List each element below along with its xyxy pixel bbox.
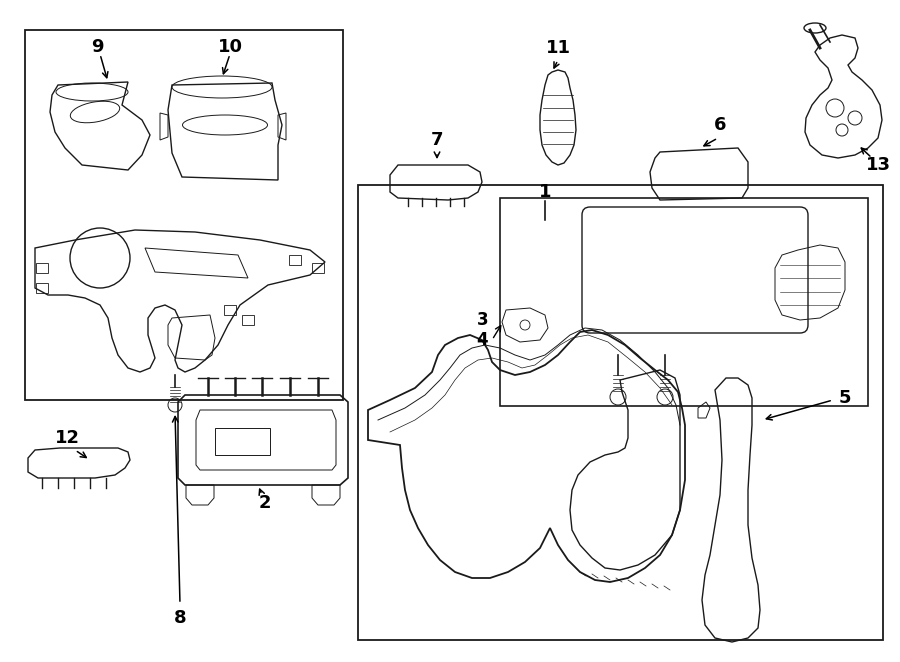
Text: 5: 5 — [839, 389, 851, 407]
Text: 7: 7 — [431, 131, 443, 149]
Text: 8: 8 — [174, 609, 186, 627]
Text: 12: 12 — [55, 429, 79, 447]
Text: 3: 3 — [476, 311, 488, 329]
Bar — [25, 30, 343, 400]
Text: 2: 2 — [259, 494, 271, 512]
Text: 1: 1 — [539, 183, 551, 201]
Bar — [358, 185, 883, 640]
Text: 9: 9 — [91, 38, 104, 56]
Text: 6: 6 — [714, 116, 726, 134]
Text: 13: 13 — [866, 156, 890, 174]
Bar — [500, 198, 868, 406]
Text: 4: 4 — [476, 331, 488, 349]
Text: 11: 11 — [545, 39, 571, 57]
Text: 10: 10 — [218, 38, 242, 56]
